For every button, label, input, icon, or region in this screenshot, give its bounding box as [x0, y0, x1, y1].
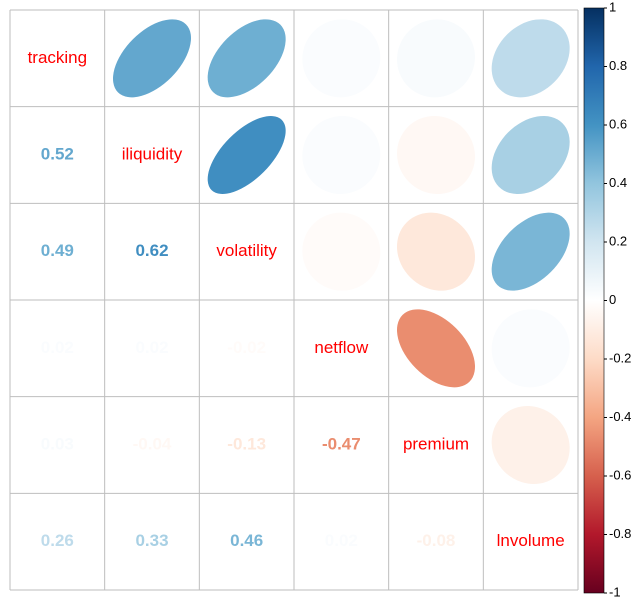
- color-bar-label: -0.4: [609, 409, 631, 424]
- correlation-ellipse: [302, 115, 381, 194]
- correlation-value: -0.13: [227, 434, 266, 453]
- correlation-ellipse: [491, 406, 570, 485]
- color-bar-label: 0.4: [609, 175, 627, 190]
- correlation-ellipse: [397, 116, 476, 195]
- correlation-value: 0.02: [325, 531, 358, 550]
- correlation-value: 0.62: [135, 241, 168, 260]
- correlation-ellipse: [491, 212, 570, 291]
- correlation-value: -0.04: [133, 434, 172, 453]
- color-bar-label: -1: [609, 584, 621, 599]
- correlation-ellipse: [302, 212, 381, 291]
- correlation-value: 0.03: [41, 434, 74, 453]
- correlation-value: 0.46: [230, 531, 263, 550]
- correlation-ellipse: [491, 309, 570, 388]
- correlation-value: -0.02: [227, 338, 266, 357]
- correlation-ellipse: [396, 19, 475, 98]
- color-bar-label: -0.8: [609, 526, 631, 541]
- correlation-value: -0.08: [417, 531, 456, 550]
- color-bar-label: -0.2: [609, 350, 631, 365]
- correlation-value: 0.52: [41, 144, 74, 163]
- correlation-ellipse: [396, 212, 475, 291]
- color-bar-label: -0.6: [609, 467, 631, 482]
- correlation-ellipse: [491, 115, 570, 194]
- variable-label: tracking: [28, 48, 88, 67]
- correlation-value: 0.33: [135, 531, 168, 550]
- correlation-value: -0.47: [322, 434, 361, 453]
- variable-label: premium: [403, 434, 469, 453]
- correlation-value: 0.26: [41, 531, 74, 550]
- variable-label: netflow: [314, 338, 369, 357]
- color-bar-label: 0.8: [609, 58, 627, 73]
- variable-label: lnvolume: [497, 531, 565, 550]
- correlation-ellipse: [207, 19, 286, 98]
- color-bar: [583, 7, 605, 594]
- variable-label: volatility: [216, 241, 277, 260]
- correlation-ellipse: [302, 19, 381, 98]
- variable-label: iliquidity: [122, 144, 183, 163]
- color-bar-label: 0: [609, 292, 616, 307]
- color-bar-label: 0.6: [609, 116, 627, 131]
- correlation-value: 0.02: [41, 338, 74, 357]
- correlation-ellipse: [491, 19, 570, 98]
- correlation-ellipse: [113, 19, 191, 98]
- correlation-ellipse: [207, 116, 286, 195]
- correlation-ellipse: [397, 309, 476, 388]
- color-bar-label: 0.2: [609, 233, 627, 248]
- color-bar-label: 1: [609, 0, 616, 14]
- correlation-value: 0.02: [135, 338, 168, 357]
- correlation-value: 0.49: [41, 241, 74, 260]
